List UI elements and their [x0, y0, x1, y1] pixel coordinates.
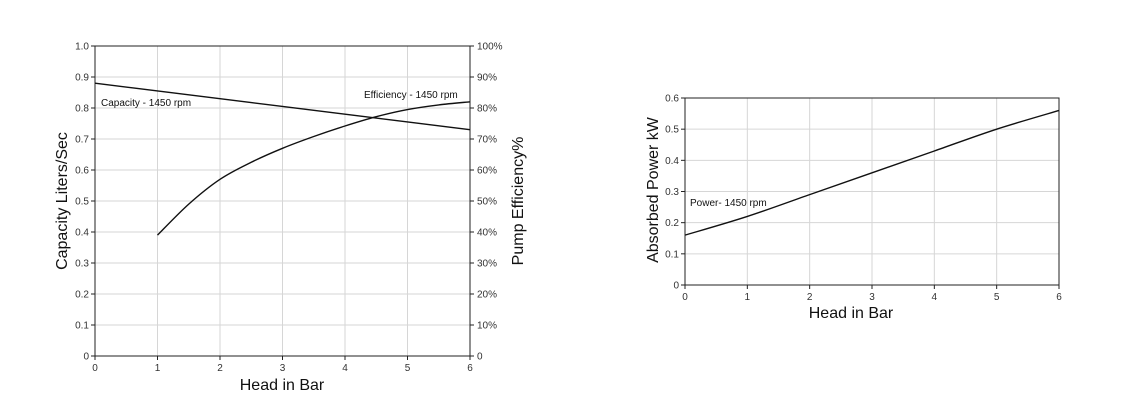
c1-x-tick-labels: 0 1 2 3 4 5 6 [92, 356, 473, 374]
c2-xtick-2: 2 [807, 292, 813, 303]
c1-xtick-4: 4 [342, 363, 348, 374]
c2-ytick-1: 0.1 [665, 249, 679, 260]
c2-ytick-0: 0 [673, 281, 679, 292]
c1-y2tick-3: 30% [477, 259, 497, 270]
c1-ytick-3: 0.3 [75, 259, 89, 270]
c1-ytick-9: 0.9 [75, 73, 89, 84]
c2-series [684, 109, 1060, 236]
c2-ytick-4: 0.4 [665, 156, 679, 167]
c1-ytick-6: 0.6 [75, 166, 89, 177]
c2-xtick-1: 1 [745, 292, 751, 303]
c1-y2tick-9: 90% [477, 73, 497, 84]
c1-ytick-5: 0.5 [75, 197, 89, 208]
c1-xtick-0: 0 [92, 363, 98, 374]
c1-ytick-0: 0 [83, 352, 89, 363]
c1-xtick-1: 1 [155, 363, 161, 374]
c2-x-axis-title: Head in Bar [809, 305, 894, 322]
c1-ytick-4: 0.4 [75, 228, 89, 239]
c1-x-axis-title: Head in Bar [240, 377, 325, 394]
c2-ytick-2: 0.2 [665, 218, 679, 229]
c1-y2tick-0: 0 [477, 352, 483, 363]
c1-y2tick-1: 10% [477, 321, 497, 332]
c1-xtick-5: 5 [405, 363, 411, 374]
c1-y2tick-8: 80% [477, 104, 497, 115]
c1-ytick-10: 1.0 [75, 42, 89, 53]
c1-ytick-7: 0.7 [75, 135, 89, 146]
c2-ytick-6: 0.6 [665, 94, 679, 105]
c1-capacity-label: Capacity - 1450 rpm [101, 98, 191, 109]
c2-ytick-5: 0.5 [665, 125, 679, 136]
c1-gridlines [95, 46, 470, 356]
chart-absorbed-power: 0 1 2 3 4 5 6 0 0.1 0.2 0.3 0.4 0.5 0.6 Power- 1450 … [645, 94, 1062, 323]
c1-y-tick-labels: 0 0.1 0.2 0.3 0.4 0.5 0.6 0.7 0.8 0.9 1.0 [75, 42, 95, 363]
c1-y2tick-5: 50% [477, 197, 497, 208]
c2-gridlines [685, 98, 1059, 285]
c1-line-efficiency-1450-rpm [157, 101, 471, 236]
c2-xtick-5: 5 [994, 292, 1000, 303]
c2-xtick-3: 3 [869, 292, 875, 303]
c2-y-tick-labels: 0 0.1 0.2 0.3 0.4 0.5 0.6 [665, 94, 685, 292]
c1-ytick-1: 0.1 [75, 321, 89, 332]
c1-y2tick-4: 40% [477, 228, 497, 239]
c2-x-tick-labels: 0 1 2 3 4 5 6 [682, 285, 1062, 303]
c2-y-axis-title: Absorbed Power kW [645, 116, 662, 263]
c1-series [94, 82, 471, 236]
c1-xtick-3: 3 [280, 363, 286, 374]
c1-y2tick-10: 100% [477, 42, 503, 53]
c1-y2-tick-labels: 0 10% 20% 30% 40% 50% 60% 70% 80% 90% 100% [470, 42, 503, 363]
c2-xtick-0: 0 [682, 292, 688, 303]
c1-ytick-8: 0.8 [75, 104, 89, 115]
c1-xtick-6: 6 [467, 363, 473, 374]
c1-efficiency-label: Efficiency - 1450 rpm [364, 90, 458, 101]
c1-ytick-2: 0.2 [75, 290, 89, 301]
c1-y2tick-6: 60% [477, 166, 497, 177]
c1-y-axis-title: Capacity Liters/Sec [54, 132, 71, 270]
c2-power-label: Power- 1450 rpm [690, 198, 767, 209]
c1-xtick-2: 2 [217, 363, 223, 374]
c2-line-power-1450-rpm [684, 109, 1060, 236]
c2-xtick-4: 4 [932, 292, 938, 303]
c2-xtick-6: 6 [1056, 292, 1062, 303]
c1-y2tick-2: 20% [477, 290, 497, 301]
c2-ytick-3: 0.3 [665, 187, 679, 198]
c1-y2tick-7: 70% [477, 135, 497, 146]
c1-line-capacity-1450-rpm [94, 82, 471, 131]
c1-y2-axis-title: Pump Efficiency% [510, 137, 527, 266]
